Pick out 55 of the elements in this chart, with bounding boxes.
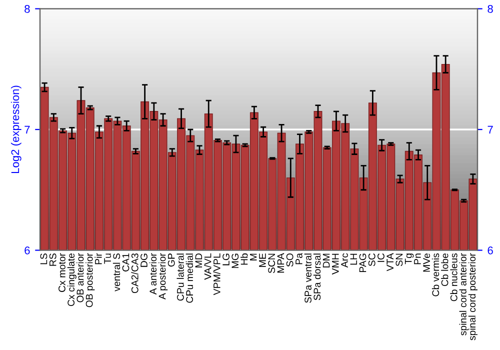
x-tick-label: VMH bbox=[332, 254, 339, 275]
x-tick-label: CPu lateral bbox=[176, 254, 184, 301]
x-tick-label: CA1 bbox=[122, 254, 130, 272]
x-tick-label: spinal cord anterior bbox=[459, 253, 468, 336]
x-tick-label: Tu bbox=[104, 254, 111, 264]
x-tick-label: A posterior bbox=[158, 253, 168, 300]
y2-tick-label: 7 bbox=[488, 126, 493, 134]
x-tick-label: Hb bbox=[240, 253, 248, 265]
x-tick-label: Arc bbox=[341, 253, 348, 268]
x-tick-label: SPa ventral bbox=[304, 254, 312, 303]
x-tick-label: SO bbox=[286, 253, 294, 267]
x-tick-label: SN bbox=[396, 254, 403, 266]
x-tick-label: spinal cord posterior bbox=[468, 253, 478, 340]
x-tick-label: LS bbox=[40, 253, 48, 264]
x-tick-label: Pn bbox=[414, 254, 421, 264]
x-tick-label: SCN bbox=[268, 254, 276, 274]
x-tick-label: GP bbox=[168, 254, 175, 267]
x-tick-label: DG bbox=[140, 254, 148, 267]
x-tick-label: MPA bbox=[277, 253, 284, 273]
y-tick-label: 7 bbox=[24, 126, 30, 134]
y2-tick-label: 8 bbox=[488, 5, 493, 13]
x-tick-label: MG bbox=[232, 254, 239, 268]
x-tick-label: Cb lobe bbox=[441, 253, 448, 286]
y2-tick-label: 6 bbox=[488, 246, 493, 254]
x-tick-label: ventral S bbox=[112, 253, 120, 292]
x-tick-label: CA2/CA3 bbox=[131, 253, 138, 294]
x-tick-label: LG bbox=[222, 254, 230, 266]
x-tick-label: M bbox=[250, 254, 257, 260]
x-tick-label: VA/VL bbox=[204, 253, 212, 280]
x-tick-label: Pa bbox=[296, 253, 302, 264]
x-tick-label: Pir bbox=[94, 253, 102, 264]
y-axis-title: Log2 (expression) bbox=[10, 86, 22, 174]
x-tick-label: PAG bbox=[359, 254, 366, 272]
x-tick-label: RS bbox=[49, 253, 56, 266]
x-tick-label: Cx motor bbox=[58, 253, 66, 292]
x-tick-label: SC bbox=[368, 253, 376, 266]
x-tick-label: VTA bbox=[386, 253, 394, 272]
x-tick-label: OB anterior bbox=[76, 253, 84, 302]
x-tick-label: Cx cingulate bbox=[67, 253, 76, 306]
y-tick-label: 8 bbox=[24, 5, 30, 13]
x-tick-label: SPa dorsal bbox=[313, 254, 321, 300]
x-tick-label: DM bbox=[322, 254, 330, 268]
x-tick-label: CPu medial bbox=[186, 254, 193, 303]
x-tick-label: MVe bbox=[423, 253, 430, 272]
x-tick-label: Cb vermis bbox=[432, 253, 440, 296]
x-tick-label: IC bbox=[378, 253, 384, 262]
x-tick-label: OB posterior bbox=[86, 253, 95, 308]
y-tick-label: 6 bbox=[24, 246, 30, 254]
x-tick-label: ME bbox=[259, 253, 266, 267]
x-tick-label: Cb nucleus bbox=[450, 253, 458, 302]
x-tick-label: Tg bbox=[404, 254, 414, 264]
x-tick-label: LH bbox=[350, 254, 357, 265]
x-tick-label: A anterior bbox=[149, 253, 157, 295]
x-tick-label: VPM/VPL bbox=[213, 253, 220, 296]
x-tick-label: MD bbox=[195, 253, 202, 268]
